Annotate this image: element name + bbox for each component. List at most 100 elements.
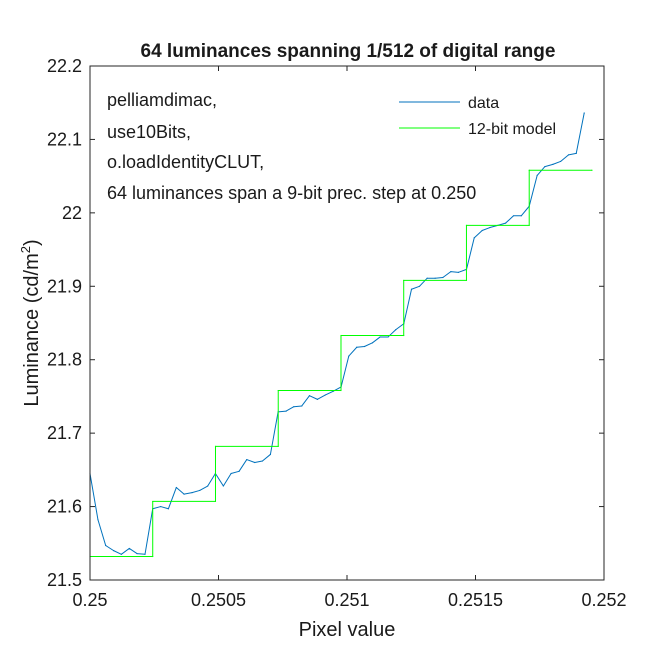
- series-data-point: [120, 553, 122, 555]
- series-data-point: [183, 493, 185, 495]
- y-tick-label: 22.1: [47, 129, 82, 149]
- series-data-point: [356, 346, 358, 348]
- series-model-point: [152, 500, 154, 503]
- series-data-point: [97, 519, 99, 521]
- series-data-point: [426, 277, 428, 279]
- x-tick-label: 0.252: [581, 590, 626, 610]
- series-data-point: [175, 486, 177, 489]
- y-tick-label: 21.9: [47, 276, 82, 296]
- y-axis-label-main: Luminance (cd/m: [21, 253, 43, 406]
- y-tick-label: 21.5: [47, 570, 82, 590]
- series-data-point: [308, 395, 311, 397]
- series-data-point: [105, 544, 107, 547]
- tick-layer: 0.25 0.2505 0.251 0.2515 0.252 21.5 21.6 21.7 21…: [47, 56, 627, 610]
- annotation-line-2: use10Bits,: [107, 122, 191, 142]
- x-tick-label: 0.2505: [191, 590, 246, 610]
- series-data-point: [261, 460, 264, 462]
- series-data-point: [457, 271, 460, 273]
- series-data-point: [207, 485, 209, 487]
- series-data-point: [128, 547, 130, 550]
- series-data-point: [246, 458, 248, 461]
- y-axis-label-end: ): [21, 239, 43, 246]
- series-data-point: [410, 288, 413, 290]
- annotation-line-3: o.loadIdentityCLUT,: [107, 152, 264, 172]
- series-data-point: [552, 163, 554, 165]
- series-data-point: [348, 355, 350, 357]
- series-data-point: [504, 222, 507, 224]
- series-data-point: [269, 453, 272, 456]
- series-data-point: [395, 329, 397, 331]
- series-model-point: [465, 224, 468, 226]
- series-model-point: [403, 279, 405, 282]
- series-data-point: [230, 472, 232, 475]
- series-model-point: [152, 555, 154, 558]
- y-tick-label: 22: [62, 203, 82, 223]
- y-tick-label: 21.8: [47, 350, 82, 370]
- series-data-point: [191, 492, 193, 494]
- series-data-point: [442, 276, 444, 279]
- legend-label-model: 12-bit model: [468, 121, 556, 138]
- series-model-point: [340, 334, 342, 337]
- x-tick-label: 0.25: [72, 590, 107, 610]
- series-data-point: [387, 336, 389, 338]
- chart-title: 64 luminances spanning 1/512 of digital …: [141, 41, 556, 62]
- series-model-point: [340, 389, 342, 392]
- series-data-point: [222, 485, 224, 487]
- y-tick-label: 21.7: [47, 423, 82, 443]
- series-data-point: [575, 152, 577, 154]
- series-data-point: [160, 505, 162, 508]
- series-data-point: [434, 277, 436, 279]
- y-tick-label: 21.6: [47, 497, 82, 517]
- series-data-point: [238, 470, 240, 472]
- series-data-point: [285, 410, 287, 412]
- series-data-point: [567, 154, 570, 156]
- series-model-point: [214, 445, 217, 447]
- series-data-point: [418, 285, 421, 287]
- series-data-point: [144, 553, 146, 555]
- y-tick-label: 22.2: [47, 56, 82, 76]
- y-axis-label: Luminance (cd/m2): [18, 239, 43, 406]
- series-data-point: [583, 112, 585, 114]
- series-model-point: [403, 334, 405, 337]
- series-model-point: [465, 279, 468, 282]
- legend-label-data: data: [468, 95, 499, 112]
- series-model-point: [528, 224, 530, 226]
- series-data-point: [136, 552, 138, 555]
- series-data-point: [113, 550, 115, 552]
- y-axis-label-superscript: 2: [18, 246, 33, 253]
- annotation-line-4: 64 luminances span a 9-bit prec. step at…: [107, 183, 476, 203]
- series-data-line: [89, 112, 585, 555]
- series-data-point: [450, 271, 452, 273]
- series-model-line: [90, 169, 592, 557]
- series-data-point: [544, 166, 546, 168]
- series-data-point: [167, 508, 169, 510]
- series-model-point: [277, 445, 279, 447]
- series-data-point: [293, 406, 295, 408]
- series-data-point: [379, 336, 381, 338]
- series-data-point: [199, 489, 201, 492]
- series-data-point: [363, 345, 366, 348]
- legend: data 12-bit model: [399, 95, 556, 138]
- series-data-point: [324, 394, 327, 396]
- x-tick-label: 0.2515: [448, 590, 503, 610]
- series-model-point: [214, 500, 217, 503]
- series-data-point: [316, 398, 319, 400]
- series-data-point: [536, 174, 538, 177]
- plot-area: [90, 66, 604, 580]
- series-data-point: [301, 405, 303, 407]
- series-data-point: [481, 229, 483, 232]
- annotation-block: pelliamdimac, use10Bits, o.loadIdentityC…: [107, 90, 476, 203]
- series-data-point: [489, 226, 491, 229]
- series-data-point: [473, 237, 475, 239]
- series-model-point: [591, 169, 593, 171]
- x-tick-label: 0.251: [324, 590, 369, 610]
- series-data-point: [520, 215, 522, 217]
- series-layer: [89, 112, 593, 558]
- series-data-point: [559, 160, 562, 163]
- series-model-point: [277, 389, 279, 392]
- series-model-point: [528, 169, 530, 171]
- series-data-point: [512, 215, 515, 217]
- x-axis-label: Pixel value: [299, 619, 396, 641]
- series-data-point: [371, 342, 374, 344]
